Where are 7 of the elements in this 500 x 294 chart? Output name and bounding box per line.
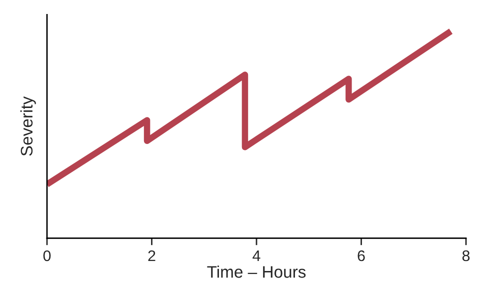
- x-tick-label: 8: [462, 250, 470, 262]
- x-tick-label: 4: [252, 250, 260, 262]
- x-tick-label: 0: [43, 250, 51, 262]
- x-tick-label: 2: [148, 250, 156, 262]
- x-tick-label: 6: [358, 250, 365, 262]
- y-axis-title: Severity: [20, 96, 36, 156]
- x-axis-title: Time – Hours: [207, 266, 306, 278]
